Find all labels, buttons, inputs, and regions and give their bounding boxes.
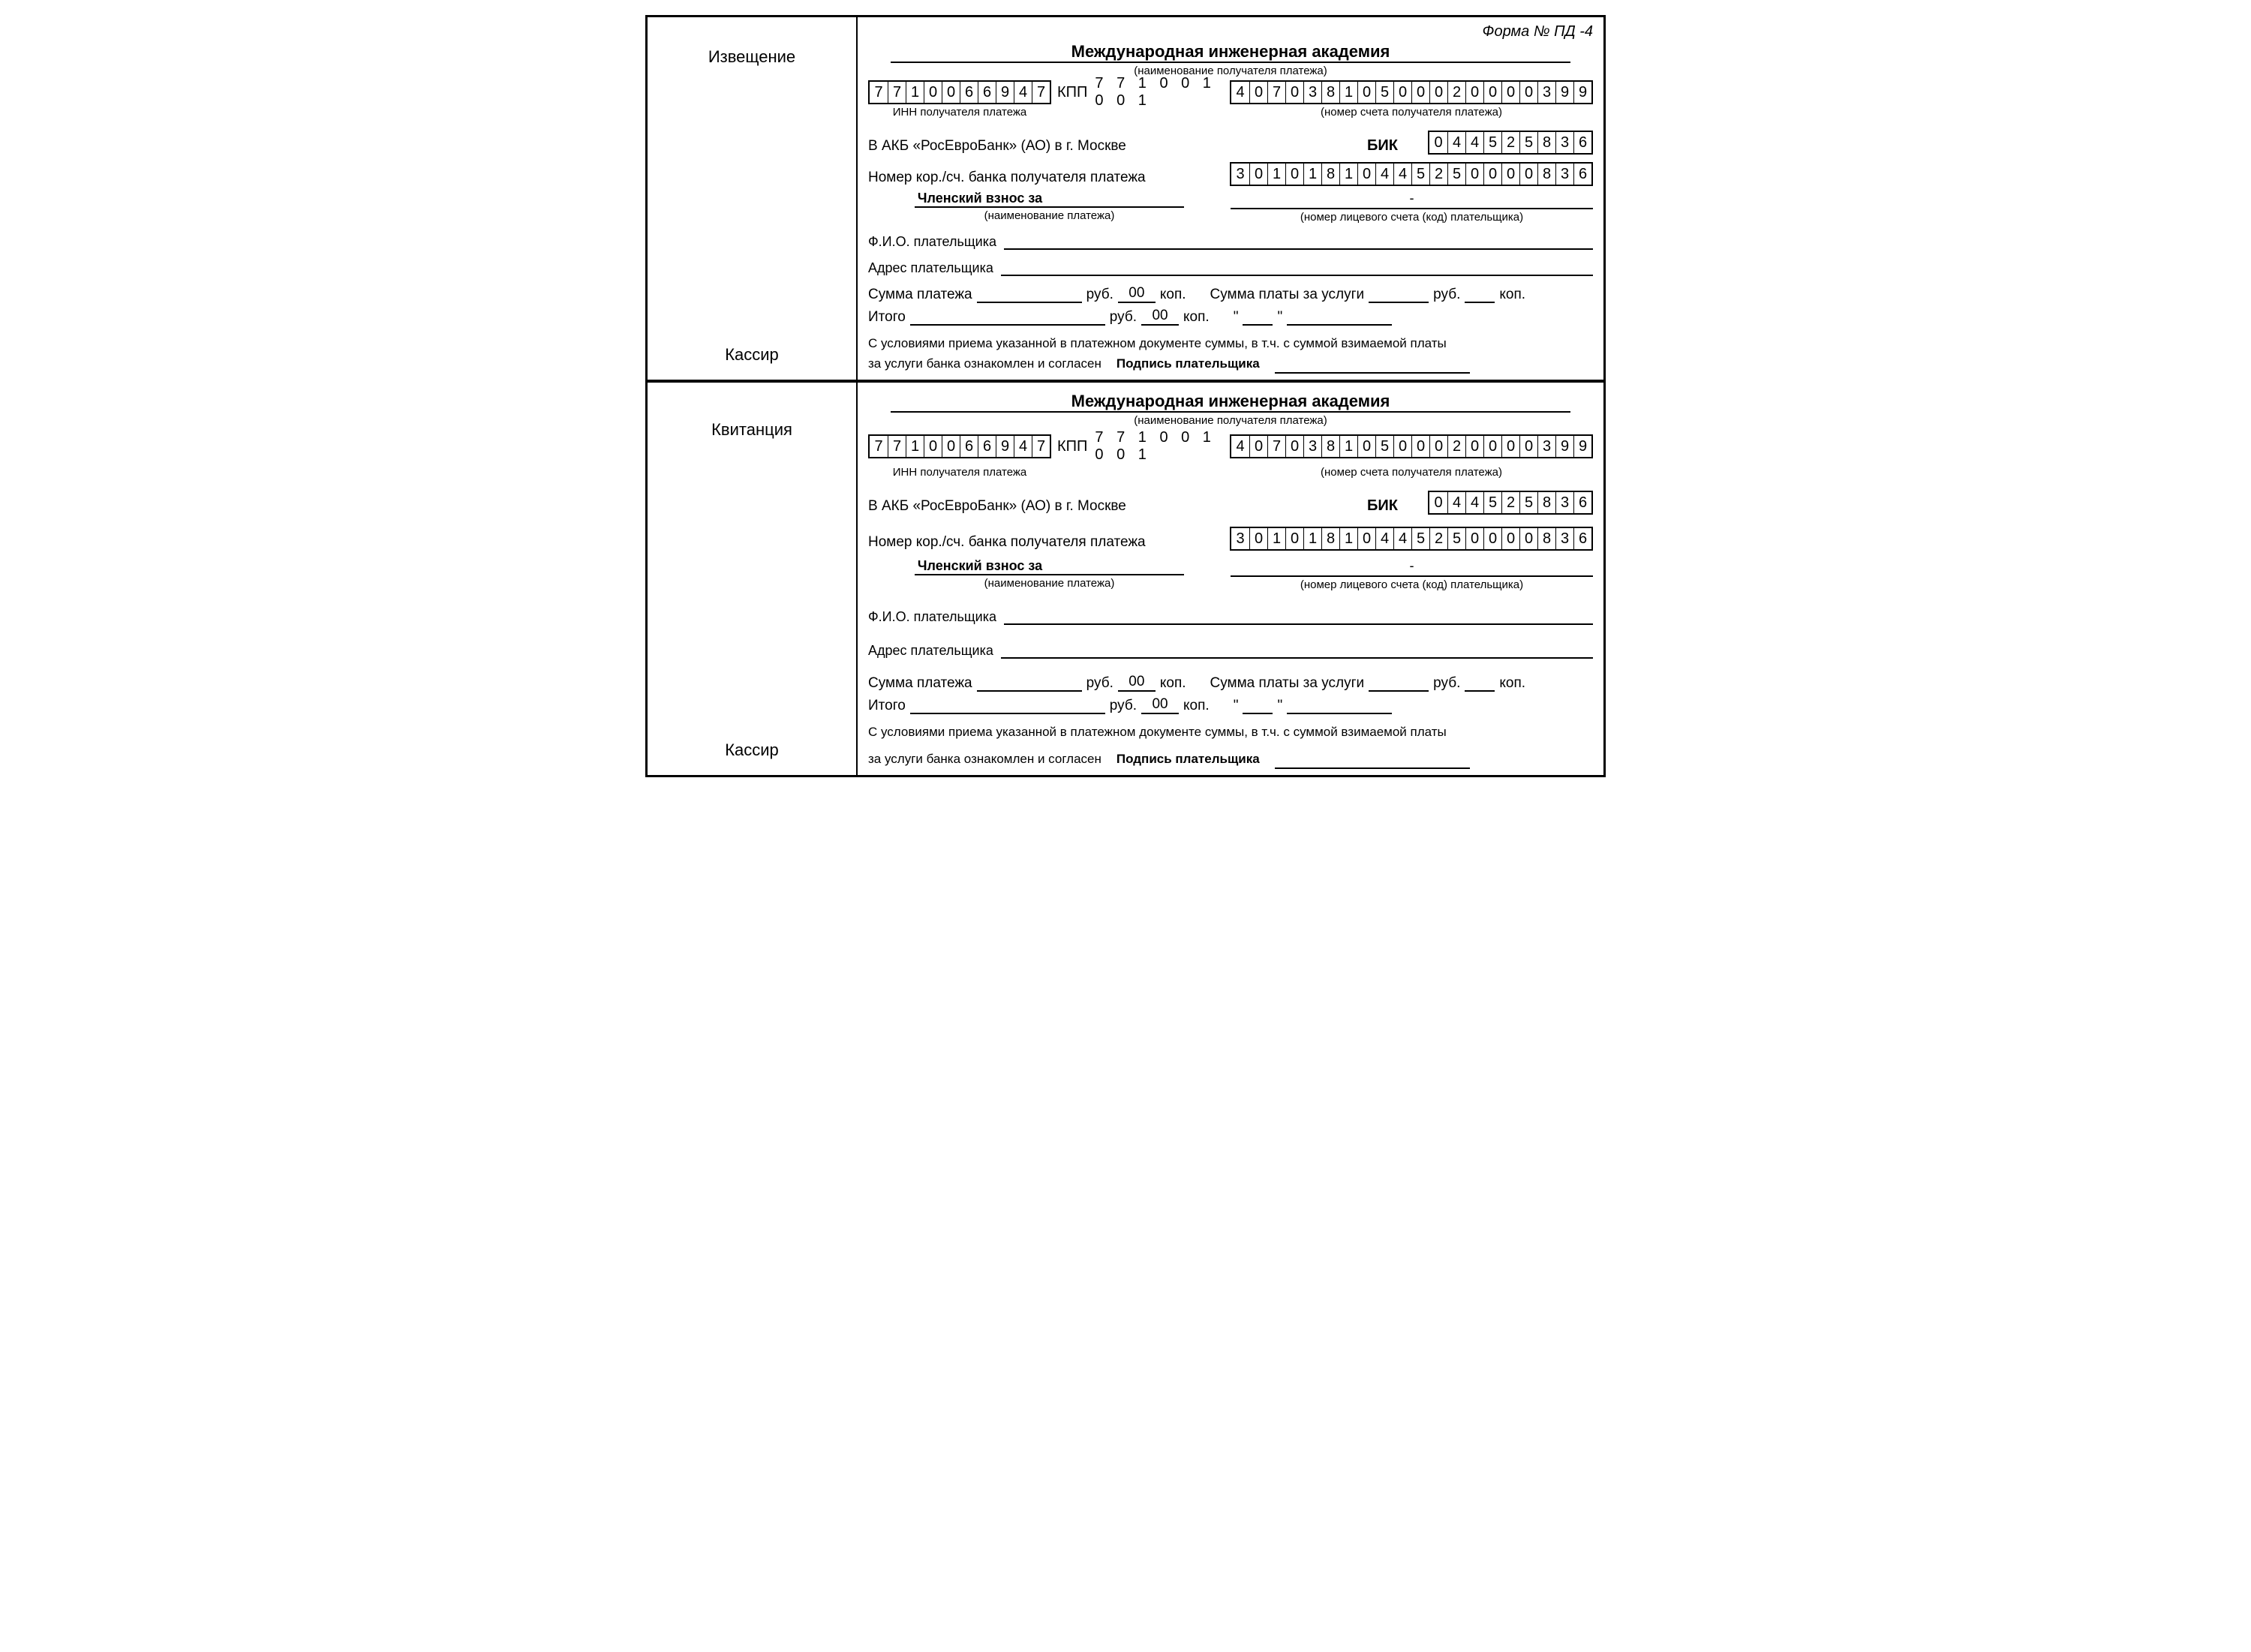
signature-label-2: Подпись плательщика	[1116, 749, 1260, 769]
signature-label: Подпись плательщика	[1116, 353, 1260, 374]
personal-acc-dash: -	[1231, 191, 1593, 209]
kop-label: коп.	[1160, 287, 1186, 303]
purpose-prefix-2: Членский взнос за	[918, 558, 1042, 573]
addr-label-2: Адрес плательщика	[868, 643, 993, 659]
fio-field[interactable]	[1004, 235, 1593, 250]
bank-line-2: В АКБ «РосЕвроБанк» (АО) в г. Москве	[868, 498, 1126, 515]
date-month-field-2[interactable]	[1287, 699, 1392, 714]
bank-line: В АКБ «РосЕвроБанк» (АО) в г. Москве	[868, 138, 1126, 155]
quote-1: "	[1234, 309, 1239, 326]
rub-label-b1: руб.	[1086, 675, 1113, 692]
fio-field-2[interactable]	[1004, 610, 1593, 625]
kop-label-b1: коп.	[1160, 675, 1186, 692]
bik-boxes: 044525836	[1428, 131, 1593, 155]
receipt-half: Квитанция Кассир Международная инженерна…	[648, 380, 1603, 774]
corr-label: Номер кор./сч. банка получателя платежа	[868, 170, 1146, 186]
kop-label-b3: коп.	[1183, 698, 1210, 714]
account-boxes-2: 40703810500020000399	[1230, 434, 1593, 458]
recipient-caption: (наименование получателя платежа)	[868, 65, 1593, 77]
inn-caption-2: ИНН получателя платежа	[893, 466, 1027, 479]
purpose-prefix: Членский взнос за	[918, 191, 1042, 206]
sum-kop-field-2: 00	[1118, 674, 1156, 692]
rub-label-2: руб.	[1433, 287, 1460, 303]
corr-label-2: Номер кор./сч. банка получателя платежа	[868, 534, 1146, 551]
notice-title: Извещение	[663, 47, 841, 67]
purpose-caption-2: (наименование платежа)	[868, 577, 1231, 590]
total-rub-field-2[interactable]	[910, 699, 1105, 714]
disclaimer-line-1b: С условиями приема указанной в платежном…	[868, 722, 1593, 742]
rub-label: руб.	[1086, 287, 1113, 303]
service-kop-field-2[interactable]	[1465, 677, 1495, 692]
recipient-caption-2: (наименование получателя платежа)	[868, 414, 1593, 427]
account-boxes: 40703810500020000399	[1230, 80, 1593, 104]
sum-kop-field: 00	[1118, 285, 1156, 303]
addr-label: Адрес плательщика	[868, 260, 993, 276]
form-number: Форма № ПД -4	[868, 23, 1593, 41]
signature-field-2[interactable]	[1275, 754, 1470, 769]
rub-label-3: руб.	[1110, 309, 1137, 326]
service-kop-field[interactable]	[1465, 288, 1495, 303]
kop-label-b2: коп.	[1499, 675, 1525, 692]
date-day-field[interactable]	[1243, 311, 1273, 326]
kpp-prefix-2: КПП	[1057, 438, 1087, 455]
rub-label-b3: руб.	[1110, 698, 1137, 714]
cashier-label-2: Кассир	[663, 740, 841, 760]
purpose-caption: (наименование платежа)	[868, 209, 1231, 222]
recipient-name: Международная инженерная академия	[891, 42, 1570, 63]
kop-label-2: коп.	[1499, 287, 1525, 303]
quote-2: "	[1277, 309, 1282, 326]
bik-label: БИК	[1367, 137, 1398, 155]
date-month-field[interactable]	[1287, 311, 1392, 326]
kpp-value: 7 7 1 0 0 1 0 0 1	[1095, 75, 1230, 110]
sum-label-2: Сумма платежа	[868, 675, 972, 692]
quote-b1: "	[1234, 698, 1239, 714]
bik-boxes-2: 044525836	[1428, 491, 1593, 515]
rub-label-b2: руб.	[1433, 675, 1460, 692]
personal-acc-caption-2: (номер лицевого счета (код) плательщика)	[1231, 578, 1593, 591]
inn-boxes-2: 7710066947	[868, 434, 1051, 458]
payment-form: Извещение Кассир Форма № ПД -4 Междунаро…	[645, 15, 1606, 777]
kop-label-3: коп.	[1183, 309, 1210, 326]
total-rub-field[interactable]	[910, 311, 1105, 326]
total-kop-field-2: 00	[1141, 696, 1179, 714]
inn-boxes: 7710066947	[868, 80, 1051, 104]
total-label: Итого	[868, 309, 906, 326]
addr-field-2[interactable]	[1001, 644, 1593, 659]
disclaimer-line-1: С условиями приема указанной в платежном…	[868, 333, 1593, 353]
cashier-label: Кассир	[663, 345, 841, 365]
personal-acc-dash-2: -	[1231, 558, 1593, 577]
sum-rub-field[interactable]	[977, 288, 1082, 303]
disclaimer-line-2b: за услуги банка ознакомлен и согласен	[868, 749, 1101, 769]
corr-boxes: 30101810445250000836	[1230, 162, 1593, 186]
inn-caption: ИНН получателя платежа	[893, 106, 1027, 119]
notice-half: Извещение Кассир Форма № ПД -4 Междунаро…	[648, 17, 1603, 380]
sum-label: Сумма платежа	[868, 287, 972, 303]
total-kop-field: 00	[1141, 308, 1179, 326]
fio-label-2: Ф.И.О. плательщика	[868, 609, 996, 625]
quote-b2: "	[1277, 698, 1282, 714]
corr-boxes-2: 30101810445250000836	[1230, 527, 1593, 551]
service-sum-label: Сумма платы за услуги	[1210, 287, 1365, 303]
account-caption-2: (номер счета получателя платежа)	[1321, 466, 1502, 479]
total-label-2: Итого	[868, 698, 906, 714]
bik-label-2: БИК	[1367, 497, 1398, 515]
fio-label: Ф.И.О. плательщика	[868, 234, 996, 250]
account-caption: (номер счета получателя платежа)	[1321, 106, 1502, 119]
addr-field[interactable]	[1001, 261, 1593, 276]
recipient-name-2: Международная инженерная академия	[891, 392, 1570, 413]
sum-rub-field-2[interactable]	[977, 677, 1082, 692]
kpp-value-2: 7 7 1 0 0 1 0 0 1	[1095, 429, 1230, 464]
date-day-field-2[interactable]	[1243, 699, 1273, 714]
disclaimer-line-2: за услуги банка ознакомлен и согласен	[868, 353, 1101, 374]
signature-field[interactable]	[1275, 359, 1470, 374]
personal-acc-caption: (номер лицевого счета (код) плательщика)	[1231, 211, 1593, 224]
service-sum-label-2: Сумма платы за услуги	[1210, 675, 1365, 692]
kpp-prefix: КПП	[1057, 84, 1087, 101]
service-rub-field[interactable]	[1369, 288, 1429, 303]
receipt-title: Квитанция	[663, 413, 841, 440]
service-rub-field-2[interactable]	[1369, 677, 1429, 692]
